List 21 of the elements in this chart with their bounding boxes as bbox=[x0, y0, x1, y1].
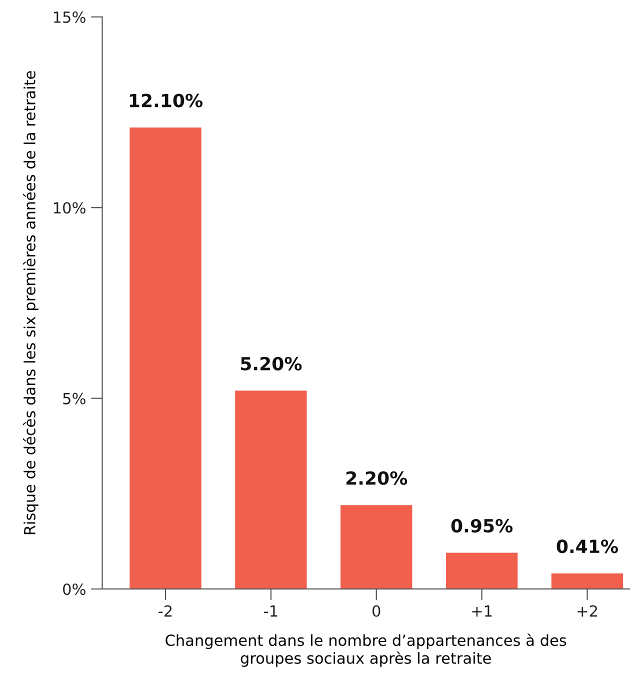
y-tick-label: 0% bbox=[63, 583, 86, 596]
bar bbox=[130, 128, 202, 589]
bar bbox=[446, 552, 518, 589]
x-axis-title: Changement dans le nombre d’appartenances à des groupes sociaux après la retraite bbox=[166, 634, 566, 667]
y-axis-title: Risque de décès dans les six premières années de la retraite bbox=[23, 71, 38, 534]
bar bbox=[340, 505, 412, 589]
data-label: 0.95% bbox=[451, 518, 513, 533]
x-tick-label: +2 bbox=[578, 605, 597, 617]
x-tick-label: 0 bbox=[372, 605, 380, 617]
y-tick-label: 15% bbox=[54, 11, 86, 23]
data-label: 2.20% bbox=[346, 471, 408, 485]
data-label: 5.20% bbox=[241, 356, 302, 371]
bar bbox=[235, 390, 307, 589]
y-tick-label: 5% bbox=[63, 392, 86, 404]
x-tick-label: -1 bbox=[264, 605, 278, 617]
y-tick-label: 10% bbox=[54, 202, 86, 214]
bar bbox=[551, 573, 624, 589]
x-tick-label: -2 bbox=[158, 605, 172, 617]
x-tick-label: +1 bbox=[472, 605, 492, 617]
data-label: 0.41% bbox=[556, 540, 618, 554]
data-label: 12.10% bbox=[130, 94, 203, 108]
